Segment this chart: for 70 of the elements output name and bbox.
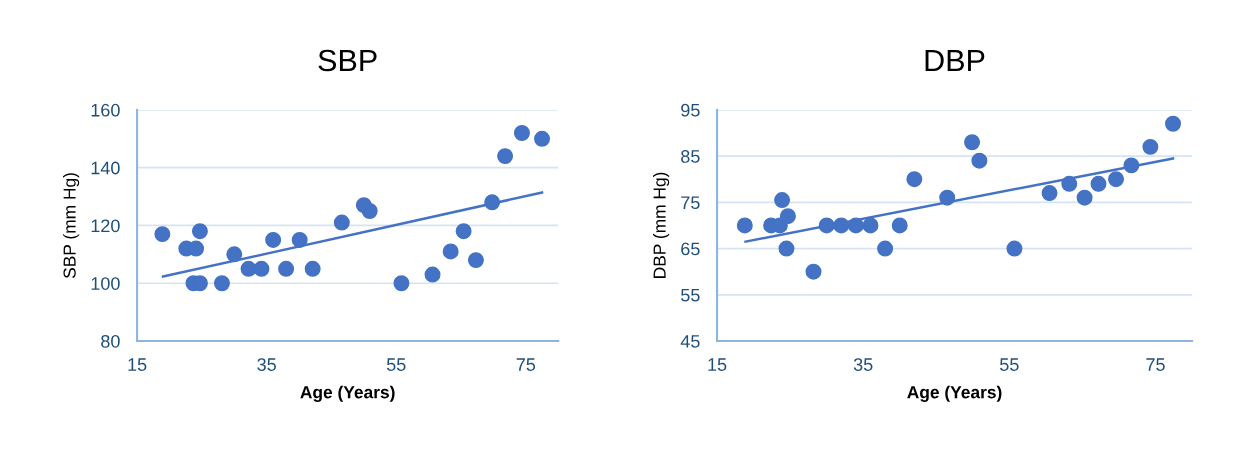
y-tick-label: 140 — [91, 161, 120, 175]
x-tick-label: 75 — [516, 358, 536, 371]
point — [1165, 115, 1182, 132]
point — [191, 223, 208, 240]
point — [774, 192, 791, 209]
point — [424, 266, 441, 283]
x-axis-title: Age (Years) — [907, 385, 1002, 402]
point — [1061, 175, 1078, 192]
point — [361, 203, 378, 219]
point — [484, 194, 501, 211]
point — [964, 134, 981, 151]
y-tick-label: 45 — [680, 335, 700, 348]
point — [213, 275, 230, 292]
chart-title: DBP — [925, 49, 985, 71]
y-tick-label: 80 — [101, 334, 120, 348]
y-tick-label: 75 — [681, 196, 700, 210]
point — [226, 246, 243, 263]
point — [818, 217, 835, 234]
point — [805, 263, 822, 280]
point — [393, 275, 410, 292]
x-tick-label: 35 — [853, 358, 873, 371]
point — [906, 171, 923, 188]
point — [1006, 240, 1023, 257]
point — [971, 152, 988, 169]
point — [939, 189, 956, 206]
point — [877, 240, 894, 257]
y-axis-title: DBP (mm Hg) — [653, 172, 670, 278]
point — [265, 231, 282, 248]
y-tick-label: 55 — [681, 288, 700, 302]
point — [291, 231, 308, 248]
point — [442, 243, 459, 260]
y-axis-title: SBP (mm Hg) — [63, 173, 80, 279]
point — [333, 214, 350, 231]
point — [1041, 185, 1058, 202]
point — [534, 130, 551, 147]
point — [467, 252, 484, 269]
point — [497, 148, 514, 165]
point — [1108, 171, 1125, 188]
point — [847, 217, 864, 234]
x-tick-label: 75 — [1146, 358, 1165, 371]
y-tick-label: 100 — [91, 277, 120, 290]
point — [1123, 157, 1140, 174]
point — [778, 240, 795, 257]
y-tick-label: 120 — [91, 219, 120, 233]
point — [1076, 189, 1093, 206]
y-tick-label: 95 — [681, 103, 700, 117]
point — [513, 125, 530, 141]
x-tick-label: 35 — [257, 358, 276, 371]
point — [304, 260, 321, 277]
point — [1090, 175, 1107, 192]
x-tick-label: 55 — [386, 358, 406, 371]
point — [240, 260, 257, 277]
point — [278, 260, 295, 277]
point — [891, 217, 908, 234]
point — [833, 217, 850, 234]
point — [253, 260, 270, 277]
y-tick-label: 85 — [681, 150, 700, 163]
x-tick-label: 15 — [708, 358, 727, 371]
point — [862, 217, 879, 234]
x-axis-title: Age (Years) — [300, 385, 395, 402]
x-tick-label: 15 — [128, 358, 147, 371]
point — [779, 208, 796, 225]
chart-title: SBP — [318, 49, 377, 72]
point — [154, 226, 171, 243]
y-tick-label: 65 — [681, 242, 700, 256]
x-tick-label: 55 — [1000, 358, 1019, 371]
point — [736, 217, 753, 234]
point — [455, 223, 472, 240]
y-tick-label: 160 — [91, 103, 120, 117]
point — [1142, 138, 1159, 155]
